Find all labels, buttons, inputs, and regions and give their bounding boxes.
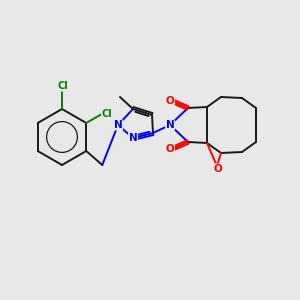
- Text: N: N: [114, 120, 122, 130]
- Text: Cl: Cl: [58, 81, 68, 91]
- Text: N: N: [166, 120, 174, 130]
- Text: O: O: [214, 164, 222, 174]
- Text: O: O: [166, 96, 174, 106]
- Text: N: N: [129, 133, 137, 143]
- Text: O: O: [166, 144, 174, 154]
- Text: Cl: Cl: [101, 109, 112, 119]
